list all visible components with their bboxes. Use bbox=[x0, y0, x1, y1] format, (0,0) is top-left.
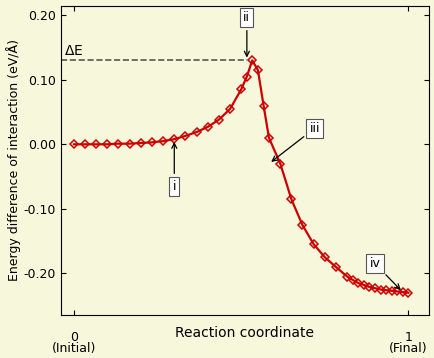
Text: 0: 0 bbox=[70, 332, 78, 344]
Text: ii: ii bbox=[243, 11, 250, 56]
X-axis label: Reaction coordinate: Reaction coordinate bbox=[174, 326, 313, 340]
Text: $\Delta$E: $\Delta$E bbox=[64, 44, 83, 58]
Text: (Final): (Final) bbox=[388, 343, 427, 355]
Text: iv: iv bbox=[369, 257, 399, 289]
Text: i: i bbox=[171, 143, 176, 193]
Text: (Initial): (Initial) bbox=[52, 343, 96, 355]
Y-axis label: Energy difference of interaction (eV/Å): Energy difference of interaction (eV/Å) bbox=[6, 39, 20, 281]
Text: 1: 1 bbox=[404, 332, 411, 344]
Text: iii: iii bbox=[272, 122, 319, 161]
